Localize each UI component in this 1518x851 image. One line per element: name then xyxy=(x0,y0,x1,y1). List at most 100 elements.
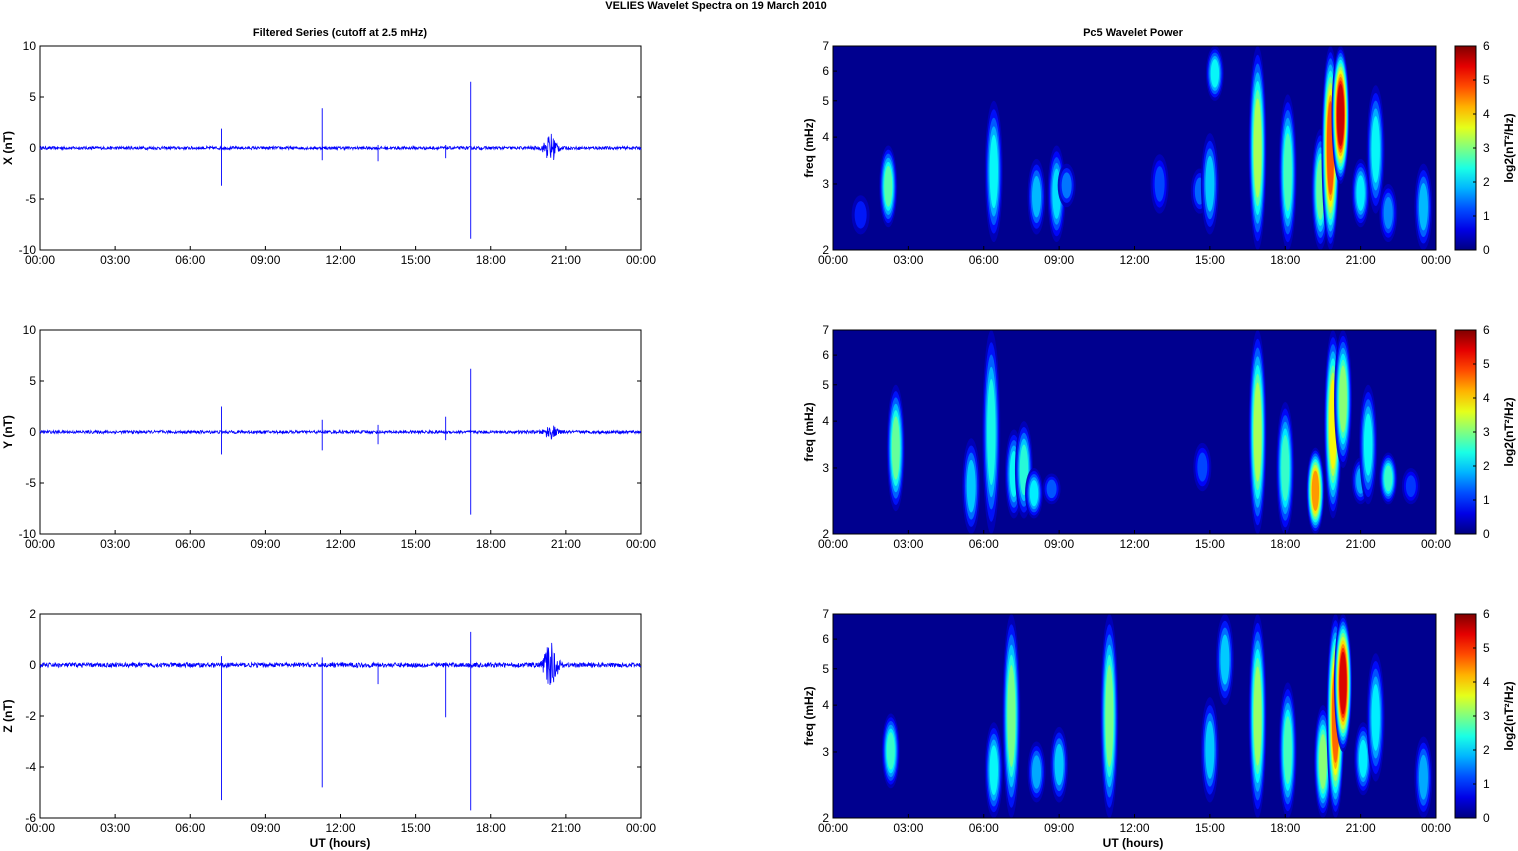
series-panel-3-xtick-label: 12:00 xyxy=(325,821,355,835)
wavelet-panel-2-ytick-label: 3 xyxy=(822,461,829,475)
wavelet-panel-3-ytick-label: 5 xyxy=(822,662,829,676)
wavelet-panel-1-ytick-label: 5 xyxy=(822,94,829,108)
wavelet-panel-3-power-blob xyxy=(984,722,1003,818)
wavelet-panel-3-power-level xyxy=(1205,720,1215,779)
series-panel-2-xtick-label: 00:00 xyxy=(626,537,656,551)
wavelet-panel-1-ylabel: freq (mHz) xyxy=(802,118,816,177)
wavelet-panel-1-power-level xyxy=(1383,197,1393,229)
wavelet-panel-1-xtick-label: 03:00 xyxy=(893,253,923,267)
wavelet-panel-2-colorbar-bar xyxy=(1454,329,1477,535)
wavelet-panel-1-power-blob xyxy=(984,100,1003,243)
wavelet-panel-2-power-blob xyxy=(962,438,981,534)
series-panel-1-xtick-label: 21:00 xyxy=(551,253,581,267)
wavelet-panel-1-ytick-label: 3 xyxy=(822,177,829,191)
series-panel-3-ytick-label: -2 xyxy=(25,709,36,723)
wavelet-panel-2-ytick-label: 2 xyxy=(822,527,829,541)
wavelet-panel-3-colorbar-label: log2(nT²/Hz) xyxy=(1502,681,1516,750)
wavelet-panel-1-power-blob xyxy=(1366,85,1385,214)
wavelet-panel-2-power-blob xyxy=(1379,452,1398,505)
wavelet-panel-1-power-blob xyxy=(1248,46,1267,250)
wavelet-panel-1: 2 3 4 5 6 7 00:00 03:00 06:00 09:00 12:00 15:00 18:0… xyxy=(802,39,1516,267)
series-panel-2-xtick-label: 03:00 xyxy=(100,537,130,551)
wavelet-panel-3-colorbar-tick-label: 0 xyxy=(1483,811,1490,825)
series-panel-1-xtick-label: 00:00 xyxy=(25,253,55,267)
wavelet-panel-1-power-blob xyxy=(1331,46,1350,184)
wavelet-panel-1-colorbar-tick-label: 6 xyxy=(1483,39,1490,53)
wavelet-panel-2-power-level xyxy=(891,416,900,480)
series-panel-3-xtick-label: 00:00 xyxy=(25,821,55,835)
wavelet-panel-2-power-blob xyxy=(1306,447,1325,534)
series-panel-2-ytick-label: 0 xyxy=(29,425,36,439)
wavelet-panel-1-colorbar-tick-label: 5 xyxy=(1483,73,1490,87)
wavelet-panel-1-colorbar-tick-label: 1 xyxy=(1483,209,1490,223)
wavelet-panel-2-power-level xyxy=(966,459,976,513)
wavelet-panel-3-xtick-label: 00:00 xyxy=(818,821,848,835)
wavelet-panel-3-xtick-label: 15:00 xyxy=(1195,821,1225,835)
wavelet-panel-1-colorbar-tick-label: 0 xyxy=(1483,243,1490,257)
wavelet-panel-2-colorbar-tick-label: 6 xyxy=(1483,323,1490,337)
wavelet-panel-2-power-level xyxy=(1405,475,1416,498)
wavelet-panel-2-ytick-label: 6 xyxy=(822,348,829,362)
wavelet-panel-2-ytick-label: 5 xyxy=(822,378,829,392)
wavelet-panel-2-power-blob xyxy=(1401,467,1420,505)
series-panel-1-xtick-label: 18:00 xyxy=(476,253,506,267)
wavelet-panel-3-power-blob xyxy=(1215,614,1234,706)
wavelet-panel-2-power-level xyxy=(1363,413,1373,476)
wavelet-panel-2-colorbar-tick-label: 2 xyxy=(1483,459,1490,473)
wavelet-panel-1-power-blob xyxy=(851,195,870,235)
wavelet-panel-3-power-level xyxy=(1418,754,1428,800)
wavelet-panel-3-power-level xyxy=(1358,739,1368,778)
wavelet-panel-3-colorbar-tick-label: 4 xyxy=(1483,675,1490,689)
series-panel-2-ylabel: Y (nT) xyxy=(1,415,15,449)
series-panel-3-xtick-label: 06:00 xyxy=(175,821,205,835)
wavelet-panel-3-power-level xyxy=(886,732,895,770)
wavelet-panel-2-power-blob xyxy=(1025,467,1043,519)
wavelet-panel-1-power-level xyxy=(1032,175,1042,218)
wavelet-panel-2-xtick-label: 12:00 xyxy=(1119,537,1149,551)
wavelet-panel-2-colorbar-tick-label: 4 xyxy=(1483,391,1490,405)
wavelet-panel-2-power-blob xyxy=(1193,442,1212,492)
series-panel-2: -10 -5 0 5 10 00:00 03:00 06:00 09:00 12:00 15:00 1… xyxy=(1,323,656,551)
wavelet-panel-3-xtick-label: 21:00 xyxy=(1346,821,1376,835)
wavelet-panel-3-ytick-label: 6 xyxy=(822,632,829,646)
wavelet-panel-2-power-level xyxy=(1046,479,1057,499)
wavelet-panel-1-ytick-label: 7 xyxy=(822,39,829,53)
series-panel-1-xtick-label: 15:00 xyxy=(401,253,431,267)
wavelet-panel-2-power-level xyxy=(1339,365,1347,433)
left-xlabel: UT (hours) xyxy=(310,836,371,850)
wavelet-panel-1-power-level xyxy=(1154,166,1165,202)
series-panel-1-xtick-label: 00:00 xyxy=(626,253,656,267)
wavelet-panel-2-colorbar-tick-label: 1 xyxy=(1483,493,1490,507)
right-column-title: Pc5 Wavelet Power xyxy=(1083,27,1184,39)
series-panel-2-xtick-label: 21:00 xyxy=(551,537,581,551)
wavelet-panel-1-power-blob xyxy=(1278,94,1297,250)
series-panel-2-xtick-label: 00:00 xyxy=(25,537,55,551)
series-panel-1: -10 -5 0 5 10 00:00 03:00 06:00 09:00 12:00 15:00 1… xyxy=(1,39,656,267)
wavelet-panel-3-power-blob xyxy=(1027,741,1046,803)
wavelet-panel-3: 2 3 4 5 6 7 00:00 03:00 06:00 09:00 12:00 15:00 18:0… xyxy=(802,607,1516,835)
wavelet-panel-2-xtick-label: 21:00 xyxy=(1346,537,1376,551)
wavelet-panel-2-ytick-label: 4 xyxy=(822,414,829,428)
wavelet-panel-2-power-blob xyxy=(1359,384,1378,505)
wavelet-panel-3-xtick-label: 09:00 xyxy=(1044,821,1074,835)
wavelet-panel-2-power-level xyxy=(1311,470,1320,511)
series-panel-3-ylabel: Z (nT) xyxy=(1,699,15,732)
wavelet-panel-1-power-level xyxy=(1205,155,1215,212)
wavelet-panel-3-power-blob xyxy=(1100,614,1119,818)
series-panel-3-ytick-label: 2 xyxy=(29,607,36,621)
wavelet-panel-2-xtick-label: 00:00 xyxy=(818,537,848,551)
wavelet-panel-2-power-level xyxy=(1253,382,1262,482)
right-xlabel: UT (hours) xyxy=(1103,836,1164,850)
series-panel-2-xtick-label: 15:00 xyxy=(401,537,431,551)
wavelet-panel-2-colorbar-label: log2(nT²/Hz) xyxy=(1502,397,1516,466)
series-panel-1-ytick-label: -10 xyxy=(19,243,37,257)
wavelet-panel-2-power-level xyxy=(1384,465,1393,492)
series-panel-1-ytick-label: -5 xyxy=(25,192,36,206)
series-panel-3: -6 -4 -2 0 2 00:00 03:00 06:00 09:00 12:00 15:00 18… xyxy=(1,607,656,835)
wavelet-panel-2-xtick-label: 06:00 xyxy=(969,537,999,551)
wavelet-panel-3-xtick-label: 00:00 xyxy=(1421,821,1451,835)
wavelet-panel-1-ytick-label: 2 xyxy=(822,243,829,257)
wavelet-panel-2-power-blob xyxy=(1042,473,1061,505)
wavelet-panel-3-power-blob xyxy=(1248,614,1267,818)
